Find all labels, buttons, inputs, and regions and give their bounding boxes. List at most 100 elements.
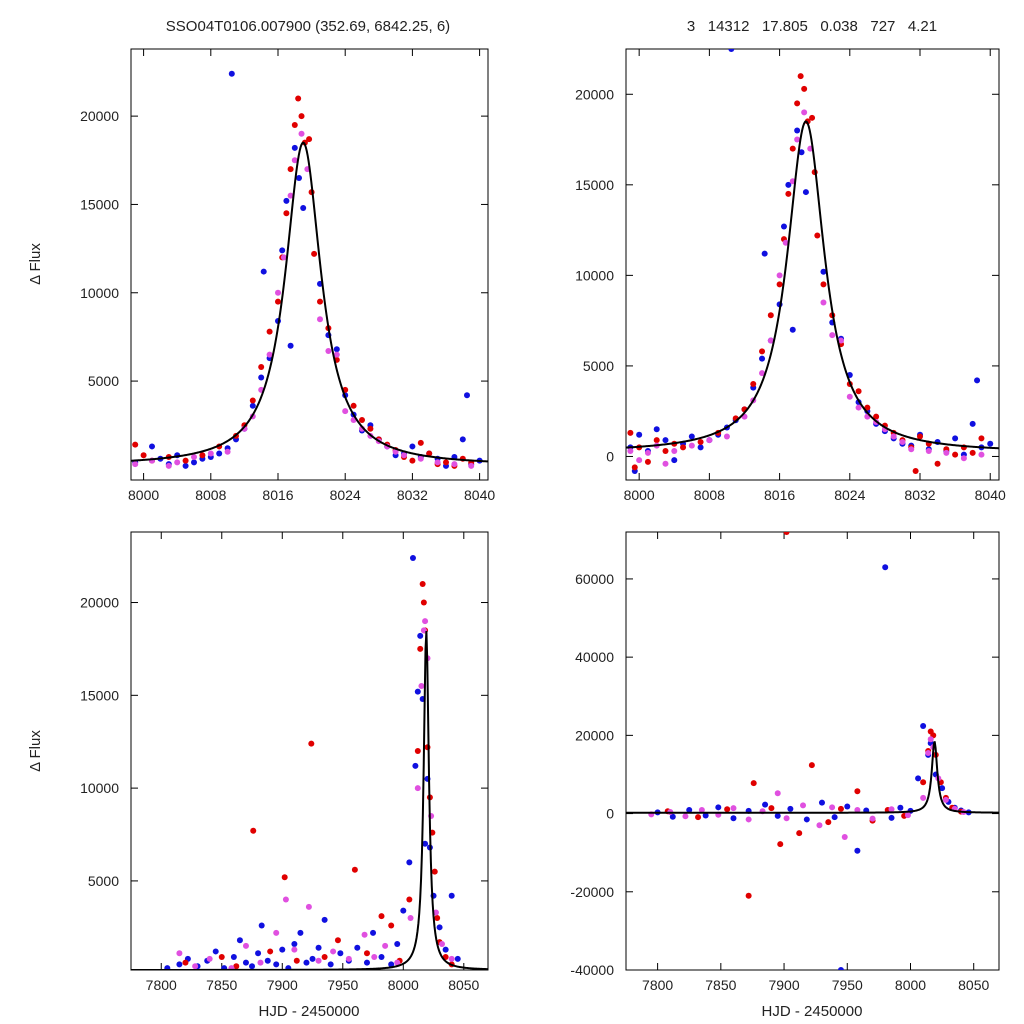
- y-tick-label: 20000: [80, 108, 119, 124]
- y-tick-label: 15000: [80, 196, 119, 212]
- data-point-red: [267, 948, 274, 955]
- data-point-magenta: [925, 749, 932, 756]
- data-point-red: [750, 381, 757, 388]
- data-point-blue: [400, 907, 407, 914]
- y-tick-label: 5000: [583, 358, 614, 374]
- data-point-blue: [258, 922, 265, 929]
- data-point-blue: [653, 426, 660, 433]
- data-point-magenta: [978, 451, 985, 458]
- data-point-magenta: [800, 802, 807, 809]
- data-point-red: [759, 348, 766, 355]
- data-point-blue: [414, 688, 421, 695]
- y-tick-label: 5000: [88, 373, 119, 389]
- data-point-blue: [939, 785, 946, 792]
- data-point-blue: [762, 801, 769, 808]
- data-point-red: [978, 435, 985, 442]
- x-tick-label: 7950: [327, 977, 358, 993]
- x-tick-label: 7800: [642, 977, 673, 993]
- data-point-red: [295, 95, 302, 102]
- data-point-blue: [296, 174, 302, 181]
- data-point-blue: [354, 944, 361, 951]
- ylabel-bottom-left: Δ Flux: [27, 730, 44, 772]
- data-point-blue: [287, 342, 294, 349]
- data-point-magenta: [816, 822, 823, 829]
- data-point-magenta: [224, 448, 231, 455]
- data-point-magenta: [417, 455, 424, 462]
- data-point-magenta: [869, 815, 876, 822]
- data-point-red: [917, 433, 924, 440]
- data-point-magenta: [838, 337, 845, 344]
- y-tick-label: -40000: [570, 962, 614, 978]
- data-point-blue: [255, 950, 262, 957]
- y-tick-label: 0: [606, 448, 614, 464]
- data-point-blue: [279, 247, 286, 254]
- y-tick-label: 15000: [80, 687, 119, 703]
- x-tick-label: 8032: [397, 487, 428, 503]
- data-point-red: [768, 805, 775, 812]
- x-tick-label: 8040: [975, 487, 1006, 503]
- data-point-blue: [952, 435, 959, 442]
- x-tick-label: 8024: [834, 487, 865, 503]
- data-point-red: [419, 580, 426, 587]
- x-tick-label: 7850: [206, 977, 237, 993]
- y-tick-label: -20000: [570, 884, 614, 900]
- data-point-blue: [730, 815, 737, 822]
- data-point-magenta: [783, 815, 790, 822]
- data-point-red: [814, 232, 821, 239]
- data-point-red: [275, 298, 281, 305]
- data-point-red: [363, 950, 370, 957]
- x-tick-label: 8050: [448, 977, 479, 993]
- data-point-magenta: [165, 462, 172, 469]
- data-point-blue: [636, 431, 643, 438]
- data-point-red: [378, 913, 385, 920]
- data-point-blue: [688, 433, 695, 440]
- data-point-red: [249, 397, 256, 404]
- data-point-magenta: [242, 942, 249, 949]
- data-point-red: [298, 113, 305, 120]
- data-point-magenta: [662, 460, 669, 467]
- data-point-blue: [442, 946, 449, 953]
- data-point-blue: [818, 799, 825, 806]
- data-point-red: [417, 645, 424, 652]
- data-point-blue: [283, 197, 290, 204]
- data-point-blue: [321, 916, 328, 923]
- data-point-blue: [370, 929, 377, 936]
- data-point-magenta: [759, 370, 766, 377]
- data-point-magenta: [448, 955, 455, 962]
- data-point-red: [820, 281, 827, 288]
- data-point-red: [969, 449, 976, 456]
- data-points: [648, 532, 972, 970]
- data-point-blue: [787, 805, 794, 812]
- data-point-magenta: [960, 455, 967, 462]
- data-point-blue: [258, 374, 265, 381]
- data-point-magenta: [841, 834, 848, 841]
- model-curve: [626, 741, 999, 814]
- data-point-blue: [337, 950, 344, 957]
- data-point-blue: [803, 816, 810, 823]
- data-point-magenta: [888, 806, 895, 813]
- data-point-red: [334, 937, 341, 944]
- data-point-red: [218, 954, 225, 961]
- panel-bottom-right: HJD - 2450000 7800 7850 7900 7950 8000 8050 -4…: [570, 531, 1000, 1020]
- data-point-red: [794, 100, 801, 107]
- data-point-magenta: [345, 955, 352, 962]
- data-point-blue: [291, 144, 298, 151]
- data-point-blue: [459, 436, 466, 443]
- header-left: SSO04T0106.007900 (352.69, 6842.25, 6): [166, 18, 450, 35]
- data-point-magenta: [682, 813, 689, 820]
- data-point-magenta: [282, 896, 289, 903]
- data-point-magenta: [451, 461, 458, 468]
- data-point-red: [825, 819, 832, 826]
- data-point-red: [417, 439, 424, 446]
- data-point-blue: [974, 377, 981, 384]
- data-point-blue: [844, 803, 851, 810]
- data-point-magenta: [418, 683, 425, 690]
- data-point-red: [250, 827, 257, 834]
- data-point-red: [359, 416, 365, 423]
- data-point-blue: [785, 181, 792, 188]
- data-point-magenta: [291, 946, 298, 953]
- data-point-magenta: [434, 459, 441, 466]
- data-point-red: [426, 450, 433, 457]
- data-point-red: [199, 452, 206, 459]
